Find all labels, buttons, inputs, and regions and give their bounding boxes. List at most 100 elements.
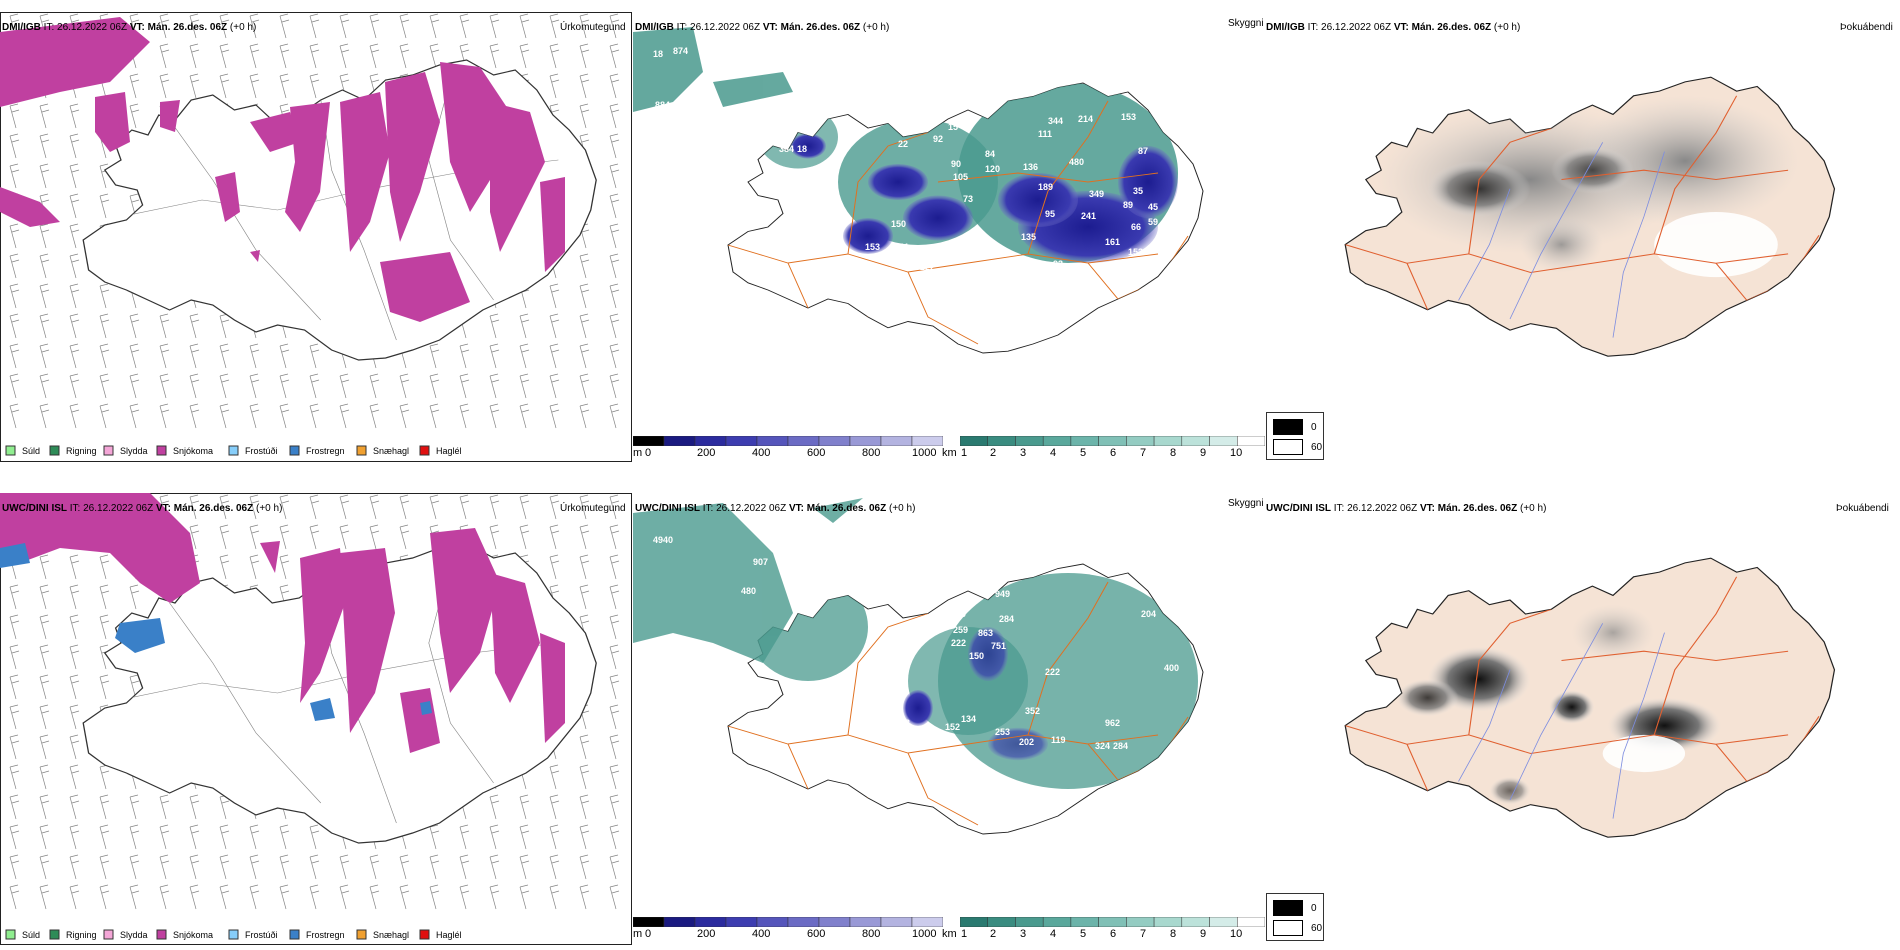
vis-scale-swatch xyxy=(1237,436,1265,446)
svg-text:202: 202 xyxy=(1019,737,1034,747)
product-label-visibility-1: Skyggni xyxy=(1228,18,1264,29)
svg-text:384: 384 xyxy=(779,144,794,154)
svg-text:94: 94 xyxy=(1018,264,1028,274)
svg-text:214: 214 xyxy=(925,344,940,354)
svg-text:111: 111 xyxy=(1038,129,1052,139)
svg-text:259: 259 xyxy=(953,625,968,635)
svg-text:253: 253 xyxy=(995,727,1010,737)
svg-text:119: 119 xyxy=(1051,735,1066,745)
precip-type-map-1: Súld Rigning Slydda Snjókoma Frostúði Fr… xyxy=(0,12,632,462)
svg-text:324: 324 xyxy=(1095,741,1110,751)
svg-text:Haglél: Haglél xyxy=(436,446,462,456)
ceiling-scale-swatch xyxy=(756,436,789,446)
svg-text:95: 95 xyxy=(1045,209,1055,219)
svg-text:337: 337 xyxy=(933,591,948,601)
ceiling-scale-swatch xyxy=(818,436,851,446)
svg-text:15: 15 xyxy=(948,122,958,132)
svg-text:161: 161 xyxy=(1105,237,1120,247)
svg-text:863: 863 xyxy=(978,628,993,638)
svg-text:284: 284 xyxy=(999,614,1014,624)
svg-text:907: 907 xyxy=(753,557,768,567)
visibility-labels-1: 297 153 15 92 344 111 214 153 22 90 84 1… xyxy=(653,46,1158,354)
svg-text:Snæhagl: Snæhagl xyxy=(373,930,409,940)
vis-scale-swatch xyxy=(1042,917,1072,927)
svg-text:134: 134 xyxy=(961,714,976,724)
vis-scale-swatch xyxy=(960,436,988,446)
svg-text:344: 344 xyxy=(1048,116,1063,126)
panel-header-1a: DMI/IGB IT: 26.12.2022 06Z VT: Mán. 26.d… xyxy=(2,22,257,33)
snow-areas-2 xyxy=(0,493,565,753)
ceiling-scale-swatch xyxy=(633,436,665,446)
svg-text:18: 18 xyxy=(653,49,663,59)
precip-type-map-2: Súld Rigning Slydda Snjókoma Frostúði Fr… xyxy=(0,493,632,945)
vis-scale-swatch xyxy=(960,917,988,927)
panel-header-2a: UWC/DINI ISL IT: 26.12.2022 06Z VT: Mán.… xyxy=(2,503,283,514)
svg-text:35: 35 xyxy=(1133,186,1143,196)
vis-scale-swatch xyxy=(1126,917,1155,927)
svg-text:297: 297 xyxy=(953,99,968,109)
svg-text:Slydda: Slydda xyxy=(120,930,148,940)
vis-scale-swatch xyxy=(1209,917,1238,927)
ceiling-scale-swatch xyxy=(663,436,696,446)
panel-header-2b: UWC/DINI ISL IT: 26.12.2022 06Z VT: Mán.… xyxy=(635,503,916,514)
vis-scale-swatch xyxy=(1098,917,1127,927)
svg-text:Frostregn: Frostregn xyxy=(306,930,345,940)
svg-text:189: 189 xyxy=(1038,182,1053,192)
svg-text:89: 89 xyxy=(1123,200,1133,210)
svg-text:214: 214 xyxy=(1078,114,1093,124)
vis-scale-swatch xyxy=(1126,436,1155,446)
svg-text:93: 93 xyxy=(1053,259,1063,269)
svg-text:284: 284 xyxy=(1113,741,1128,751)
ceiling-scale-swatch xyxy=(694,917,727,927)
precip-legend-2: Súld Rigning Slydda Snjókoma Frostúði Fr… xyxy=(5,929,462,940)
ceiling-scale-swatch xyxy=(880,917,913,927)
svg-text:Súld: Súld xyxy=(22,930,40,940)
vis-scale-swatch xyxy=(1209,436,1238,446)
svg-text:241: 241 xyxy=(1081,211,1096,221)
svg-text:66: 66 xyxy=(1131,222,1141,232)
svg-text:105: 105 xyxy=(953,172,968,182)
svg-text:92: 92 xyxy=(933,134,943,144)
svg-text:153: 153 xyxy=(865,242,880,252)
fog-legend-1: 0 60 xyxy=(1266,412,1324,460)
fog-map-1 xyxy=(1344,76,1836,357)
svg-text:135: 135 xyxy=(1021,232,1036,242)
vis-scale-swatch xyxy=(1181,436,1210,446)
svg-text:Rigning: Rigning xyxy=(66,446,97,456)
svg-text:180: 180 xyxy=(951,609,966,619)
svg-text:Snjókoma: Snjókoma xyxy=(173,446,213,456)
visibility-panel-1: 297 153 15 92 344 111 214 153 22 90 84 1… xyxy=(633,12,1233,462)
vis-scale-swatch xyxy=(1070,436,1099,446)
svg-text:949: 949 xyxy=(995,589,1010,599)
svg-text:153: 153 xyxy=(1121,112,1136,122)
svg-text:884: 884 xyxy=(655,100,670,110)
svg-text:150: 150 xyxy=(891,219,906,229)
visibility-map-1: 297 153 15 92 344 111 214 153 22 90 84 1… xyxy=(633,27,1204,354)
ceiling-scale-swatch xyxy=(787,436,820,446)
svg-text:Frostregn: Frostregn xyxy=(306,446,345,456)
svg-text:962: 962 xyxy=(1105,718,1120,728)
ceiling-scale-swatch xyxy=(787,917,820,927)
ceiling-scale-swatch xyxy=(756,917,789,927)
ceiling-scale-swatch xyxy=(818,917,851,927)
visibility-labels-2: 907 445 480 337 949 180 284 259 863 222 … xyxy=(653,535,1179,751)
svg-text:Frostúði: Frostúði xyxy=(245,930,278,940)
svg-text:153: 153 xyxy=(928,112,943,122)
svg-text:150: 150 xyxy=(969,651,984,661)
svg-text:90: 90 xyxy=(951,159,961,169)
vis-scale-swatch xyxy=(1070,917,1099,927)
svg-text:150: 150 xyxy=(868,264,883,274)
precip-type-panel-2: Súld Rigning Slydda Snjókoma Frostúði Fr… xyxy=(0,493,632,945)
product-label-visibility-2: Skyggni xyxy=(1228,498,1264,509)
svg-text:222: 222 xyxy=(1045,667,1060,677)
svg-text:111: 111 xyxy=(895,242,909,252)
svg-text:123: 123 xyxy=(895,718,910,728)
svg-text:Snæhagl: Snæhagl xyxy=(373,446,409,456)
vis-scale-swatch xyxy=(1098,436,1127,446)
svg-text:59: 59 xyxy=(1148,217,1158,227)
ceiling-scale-swatch xyxy=(725,436,758,446)
vis-scale-swatch xyxy=(1237,917,1265,927)
vis-scale-swatch xyxy=(1181,917,1210,927)
svg-text:Haglél: Haglél xyxy=(436,930,462,940)
svg-text:204: 204 xyxy=(1141,609,1156,619)
